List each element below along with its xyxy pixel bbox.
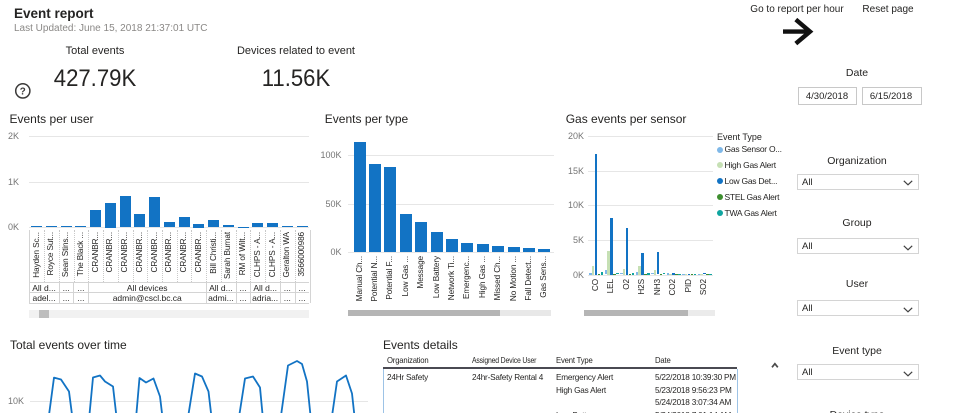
svg-text:?: ? bbox=[20, 87, 26, 98]
